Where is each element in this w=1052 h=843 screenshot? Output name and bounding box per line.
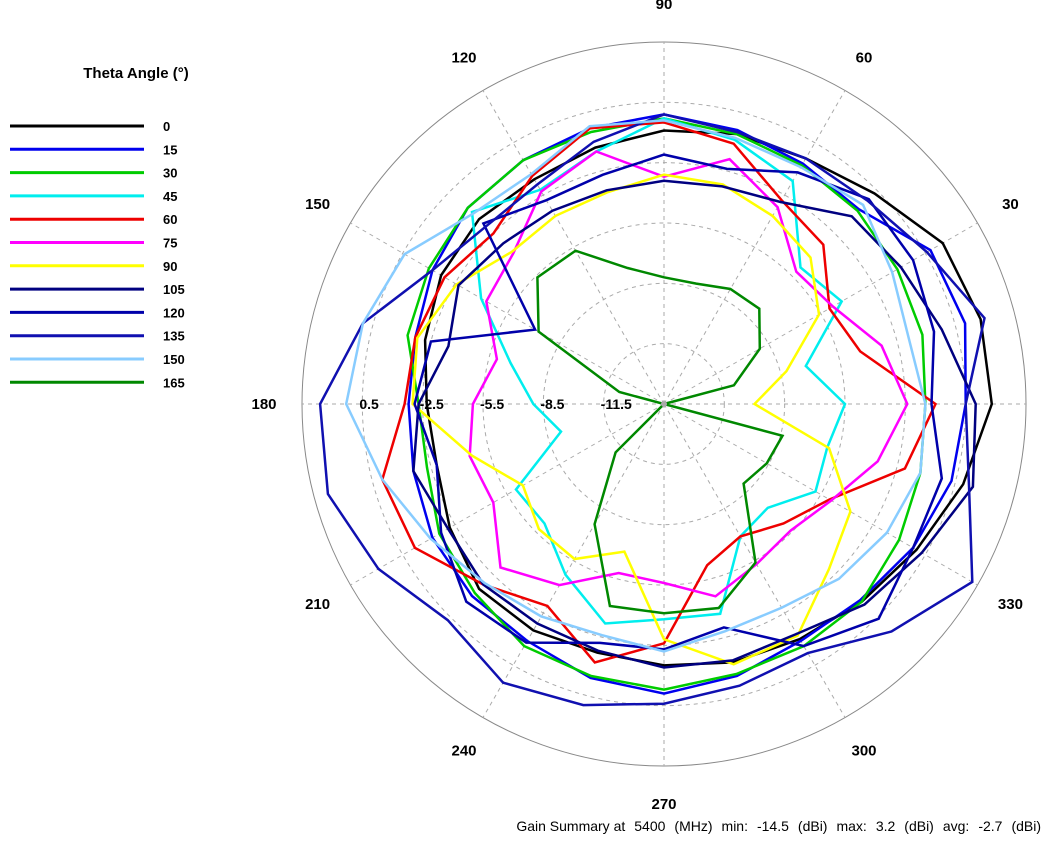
radial-tick-label-4: -11.5 xyxy=(601,396,632,412)
summary-avg: -2.7 xyxy=(978,818,1003,834)
series-line-120 xyxy=(413,153,944,651)
legend-label-15: 15 xyxy=(163,142,177,157)
legend-label-105: 105 xyxy=(163,282,185,297)
legend-label-165: 165 xyxy=(163,375,185,390)
summary-max-label: max: xyxy=(836,818,867,834)
grid-ring-4 xyxy=(603,343,725,465)
series-line-60 xyxy=(380,121,938,664)
summary-max-unit: (dBi) xyxy=(904,818,934,834)
summary-min-unit: (dBi) xyxy=(797,818,828,834)
angle-tick-label-300: 300 xyxy=(851,742,876,759)
series-line-15 xyxy=(407,113,967,695)
angle-tick-label-150: 150 xyxy=(305,196,330,213)
polar-series xyxy=(318,113,994,707)
angle-tick-label-60: 60 xyxy=(856,50,873,67)
legend-label-30: 30 xyxy=(163,166,177,181)
series-line-105 xyxy=(412,179,977,669)
legend-label-150: 150 xyxy=(163,352,185,367)
angle-tick-label-210: 210 xyxy=(305,596,330,613)
series-line-75 xyxy=(468,150,909,598)
legend-title: Theta Angle (°) xyxy=(83,65,188,82)
summary-avg-unit: (dBi) xyxy=(1011,818,1041,834)
series-line-150 xyxy=(344,119,927,653)
legend-label-60: 60 xyxy=(163,212,177,227)
center-point xyxy=(661,401,667,407)
legend-label-90: 90 xyxy=(163,259,177,274)
gain-summary: Gain Summary at 5400 (MHz) min: -14.5 (dBi) ma… xyxy=(0,818,1041,834)
angle-tick-label-90: 90 xyxy=(656,0,673,13)
angle-tick-label-180: 180 xyxy=(251,396,276,413)
grid-spoke-330 xyxy=(663,403,978,586)
legend-label-45: 45 xyxy=(163,189,177,204)
series-line-165 xyxy=(536,249,785,615)
summary-label: Gain Summary at xyxy=(516,818,626,834)
angle-tick-label-330: 330 xyxy=(998,596,1023,613)
radial-tick-label-2: -5.5 xyxy=(480,396,504,412)
series-line-90 xyxy=(411,173,852,666)
series-line-45 xyxy=(470,117,847,625)
angle-tick-label-120: 120 xyxy=(451,50,476,67)
legend: Theta Angle (°) 0 15 30 45 60 75 90 105 120 135 15… xyxy=(10,65,189,390)
angle-tick-labels: 0306090120150180210240270300330 xyxy=(251,0,1023,813)
legend-label-135: 135 xyxy=(163,329,185,344)
legend-label-75: 75 xyxy=(163,236,177,251)
series-line-135 xyxy=(318,113,986,707)
angle-tick-label-30: 30 xyxy=(1002,196,1019,213)
radial-tick-label-1: -2.5 xyxy=(420,396,444,412)
summary-max: 3.2 xyxy=(875,818,896,834)
summary-freq-unit: (MHz) xyxy=(674,818,713,834)
angle-tick-label-240: 240 xyxy=(451,742,476,759)
summary-min: -14.5 xyxy=(756,818,789,834)
angle-tick-label-270: 270 xyxy=(651,796,676,813)
summary-avg-label: avg: xyxy=(942,818,970,834)
grid-spoke-150 xyxy=(350,222,665,405)
legend-label-120: 120 xyxy=(163,305,185,320)
summary-min-label: min: xyxy=(721,818,748,834)
radial-tick-label-3: -8.5 xyxy=(540,396,564,412)
radial-tick-label-0: 0.5 xyxy=(359,396,379,412)
legend-label-0: 0 xyxy=(163,119,170,134)
summary-freq: 5400 xyxy=(634,818,666,834)
radial-tick-labels: 0.5 -2.5 -5.5 -8.5 -11.5 xyxy=(359,396,667,412)
